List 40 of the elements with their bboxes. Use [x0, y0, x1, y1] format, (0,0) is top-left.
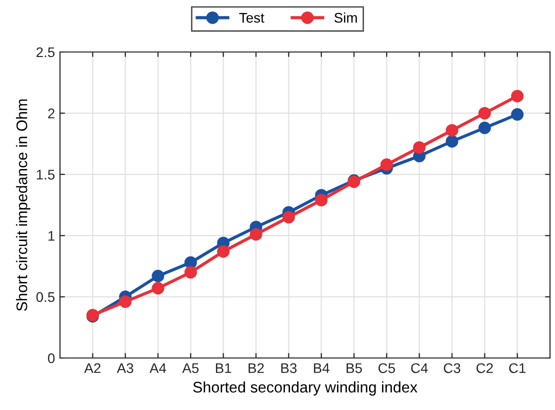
y-tick-label: 0.5	[36, 292, 55, 302]
x-tick-label: B1	[216, 363, 232, 373]
point	[446, 124, 458, 137]
point	[184, 266, 197, 279]
legend-label: Sim	[334, 12, 357, 23]
point	[282, 210, 295, 224]
point	[478, 106, 491, 120]
point	[380, 158, 393, 171]
point	[511, 108, 524, 121]
y-axis-title: Short circuit impedance in Ohm	[16, 99, 30, 311]
x-tick-label: A4	[150, 363, 166, 373]
x-axis-title: Shorted secondary winding index	[193, 381, 418, 396]
x-tick-label: A3	[116, 363, 134, 374]
x-tick-label: B2	[248, 363, 264, 373]
x-tick-label: B4	[314, 363, 330, 373]
point	[250, 228, 262, 241]
point	[152, 282, 164, 294]
y-tick-label: 2.5	[36, 47, 55, 58]
x-tick-label: C5	[378, 363, 395, 374]
x-tick-label: A5	[182, 363, 199, 374]
x-tick-label: C1	[509, 363, 526, 374]
x-tick-label: C4	[411, 363, 428, 374]
x-tick-label: A2	[84, 363, 100, 373]
point	[315, 194, 328, 206]
point	[152, 270, 164, 282]
x-tick-label: B5	[346, 363, 362, 374]
y-tick-label: 0	[48, 353, 55, 364]
legend-label: Test	[239, 13, 264, 23]
x-tick-label: B3	[281, 363, 297, 374]
point	[119, 295, 132, 308]
point	[217, 245, 230, 258]
y-tick-label: 2	[48, 108, 54, 118]
y-tick-label: 1	[48, 231, 54, 241]
point	[511, 90, 524, 102]
point	[478, 122, 491, 134]
point	[413, 141, 426, 154]
x-tick-label: C2	[476, 363, 493, 374]
y-tick-label: 1.5	[36, 170, 55, 180]
point	[446, 135, 458, 148]
x-tick-label: C3	[444, 363, 460, 374]
